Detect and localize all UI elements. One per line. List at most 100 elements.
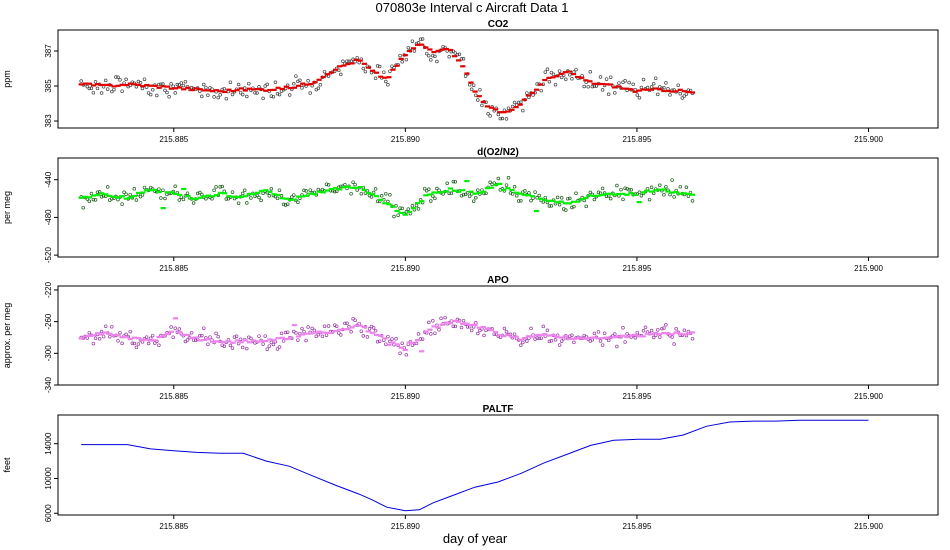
- data-point: [410, 39, 415, 43]
- y-tick-label: 385: [44, 79, 53, 93]
- data-point: [177, 198, 182, 202]
- data-point: [322, 69, 327, 74]
- data-point: [277, 345, 282, 349]
- data-point: [451, 324, 456, 328]
- data-point: [283, 330, 288, 335]
- data-point: [525, 339, 529, 343]
- data-point: [173, 326, 177, 331]
- data-point: [449, 191, 454, 196]
- data-point: [343, 321, 347, 326]
- data-point: [259, 198, 263, 203]
- data-point: [656, 328, 660, 332]
- data-point: [320, 334, 325, 339]
- data-point: [392, 214, 396, 219]
- data-point: [91, 197, 96, 202]
- data-point: [316, 332, 321, 337]
- data-point: [555, 195, 560, 200]
- data-point: [99, 91, 104, 95]
- data-point: [181, 197, 186, 202]
- data-point: [474, 195, 478, 200]
- data-point: [110, 324, 114, 329]
- y-axis-label: per meg: [2, 191, 12, 224]
- data-point: [643, 325, 648, 330]
- data-point: [510, 192, 515, 196]
- plot-frame: [57, 29, 939, 129]
- data-point: [377, 64, 382, 69]
- y-axis-label: approx. per meg: [2, 303, 12, 369]
- data-point: [521, 108, 525, 113]
- data-point: [269, 186, 274, 191]
- x-tick-label: 215.885: [159, 135, 188, 144]
- data-point: [157, 343, 161, 348]
- data-point: [400, 341, 404, 345]
- data-point: [619, 187, 623, 192]
- x-tick-label: 215.885: [159, 264, 188, 273]
- data-point: [420, 337, 425, 341]
- data-point: [422, 186, 427, 191]
- y-tick-label: 387: [44, 44, 53, 58]
- data-point: [404, 352, 409, 357]
- data-point: [641, 77, 646, 82]
- data-point: [596, 330, 601, 334]
- data-point: [269, 340, 274, 345]
- data-point: [361, 66, 366, 71]
- data-point: [369, 195, 374, 199]
- data-point: [118, 330, 122, 335]
- data-point: [545, 67, 550, 72]
- data-point: [598, 339, 603, 343]
- data-point: [257, 334, 261, 338]
- data-point: [173, 91, 177, 95]
- x-tick-label: 215.885: [159, 392, 188, 401]
- data-point: [108, 334, 112, 339]
- data-point: [277, 92, 282, 97]
- data-point: [326, 183, 331, 187]
- data-point: [512, 100, 517, 105]
- data-point: [549, 204, 554, 208]
- data-point: [582, 84, 586, 89]
- x-tick-label: 215.895: [622, 135, 651, 144]
- data-point: [429, 58, 433, 62]
- data-point: [142, 77, 147, 81]
- data-point: [271, 342, 276, 347]
- data-point: [103, 78, 108, 83]
- data-point: [396, 213, 400, 217]
- data-point: [651, 335, 656, 340]
- data-point: [103, 324, 108, 328]
- data-point: [588, 70, 593, 74]
- data-point: [433, 331, 437, 335]
- data-point: [216, 95, 220, 100]
- data-point: [433, 54, 437, 59]
- data-point: [222, 344, 227, 349]
- data-point: [212, 95, 216, 99]
- data-point: [224, 96, 229, 101]
- y-tick-label: -220: [44, 281, 53, 298]
- data-point: [283, 203, 288, 207]
- data-point: [480, 103, 484, 108]
- data-point: [678, 91, 683, 96]
- data-point: [85, 84, 90, 89]
- data-point: [615, 183, 619, 188]
- data-point: [134, 198, 139, 202]
- data-point: [120, 89, 124, 93]
- data-point: [169, 325, 173, 329]
- data-point: [177, 83, 182, 87]
- data-point: [177, 327, 182, 331]
- data-point: [181, 83, 186, 88]
- data-point: [353, 318, 357, 322]
- figure-title: 070803e Interval c Aircraft Data 1: [376, 0, 569, 15]
- data-point: [183, 79, 188, 84]
- series-line: [81, 419, 869, 512]
- data-point: [476, 331, 480, 336]
- data-point: [220, 184, 224, 189]
- data-point: [122, 190, 126, 195]
- data-point: [232, 335, 237, 339]
- data-point: [623, 186, 627, 190]
- x-tick-label: 215.900: [854, 135, 883, 144]
- data-point: [668, 93, 672, 97]
- data-point: [533, 190, 537, 194]
- data-point: [429, 199, 433, 203]
- data-point: [674, 326, 678, 331]
- data-point: [635, 93, 640, 97]
- data-point: [89, 86, 94, 91]
- y-tick-label: 383: [44, 114, 53, 128]
